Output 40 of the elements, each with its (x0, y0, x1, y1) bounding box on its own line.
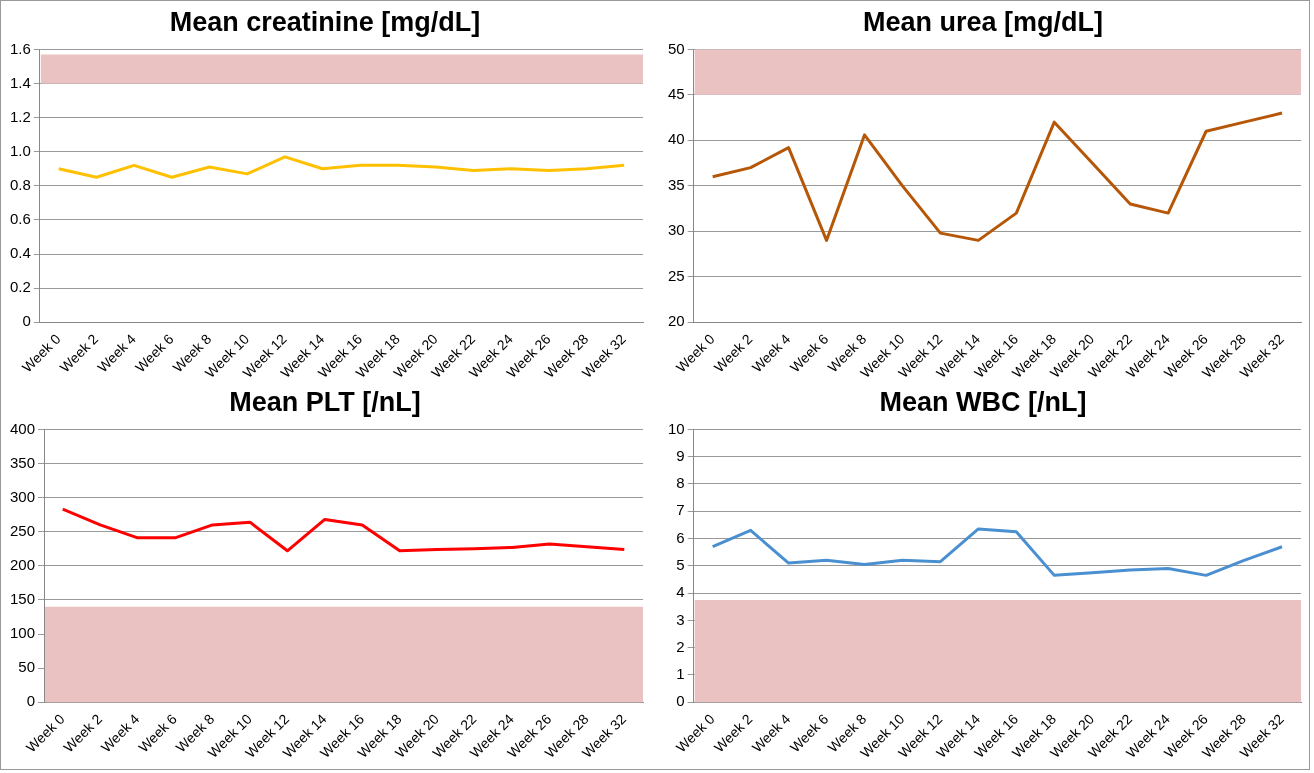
y-tick-label: 1.2 (9, 107, 31, 125)
y-tick-label: 150 (10, 590, 36, 608)
y-tick-label: 9 (676, 446, 685, 464)
y-tick-label: 0.4 (9, 244, 31, 262)
y-tick-label: 200 (10, 555, 36, 573)
y-tick-label: 6 (676, 528, 685, 546)
y-tick-label: 25 (668, 266, 685, 284)
y-tick-label: 0.6 (9, 210, 31, 228)
y-tick-label: 0 (676, 692, 685, 710)
y-tick-label: 1.6 (9, 39, 31, 57)
y-tick-label: 20 (668, 312, 685, 330)
y-tick-label: 350 (10, 453, 36, 471)
y-tick-label: 1.0 (9, 141, 31, 159)
y-tick-label: 300 (10, 487, 36, 505)
chart-title: Mean urea [mg/dL] (862, 6, 1104, 37)
y-tick-label: 3 (676, 610, 685, 628)
y-tick-label: 50 (18, 658, 36, 676)
y-tick-label: 7 (676, 501, 685, 519)
chart-title: Mean WBC [/nL] (879, 386, 1087, 417)
y-tick-label: 4 (676, 583, 685, 601)
y-tick-label: 1.4 (9, 73, 31, 91)
y-tick-label: 5 (676, 555, 685, 573)
y-tick-label: 0 (22, 312, 31, 330)
chart-title: Mean PLT [/nL] (229, 386, 421, 417)
y-tick-label: 1 (676, 665, 685, 683)
y-tick-label: 8 (676, 474, 685, 492)
y-tick-label: 2 (676, 637, 685, 655)
y-tick-label: 10 (668, 419, 685, 437)
y-tick-label: 30 (668, 221, 685, 239)
y-tick-label: 250 (10, 521, 36, 539)
y-tick-label: 35 (668, 175, 685, 193)
y-tick-label: 0.2 (9, 278, 31, 296)
y-tick-label: 0.8 (9, 175, 31, 193)
y-tick-label: 50 (668, 39, 685, 57)
y-tick-label: 45 (668, 85, 685, 103)
y-tick-label: 0 (26, 692, 36, 710)
y-tick-label: 100 (10, 624, 36, 642)
chart-title: Mean creatinine [mg/dL] (169, 6, 481, 37)
y-tick-label: 40 (668, 130, 685, 148)
y-tick-label: 400 (10, 419, 36, 437)
